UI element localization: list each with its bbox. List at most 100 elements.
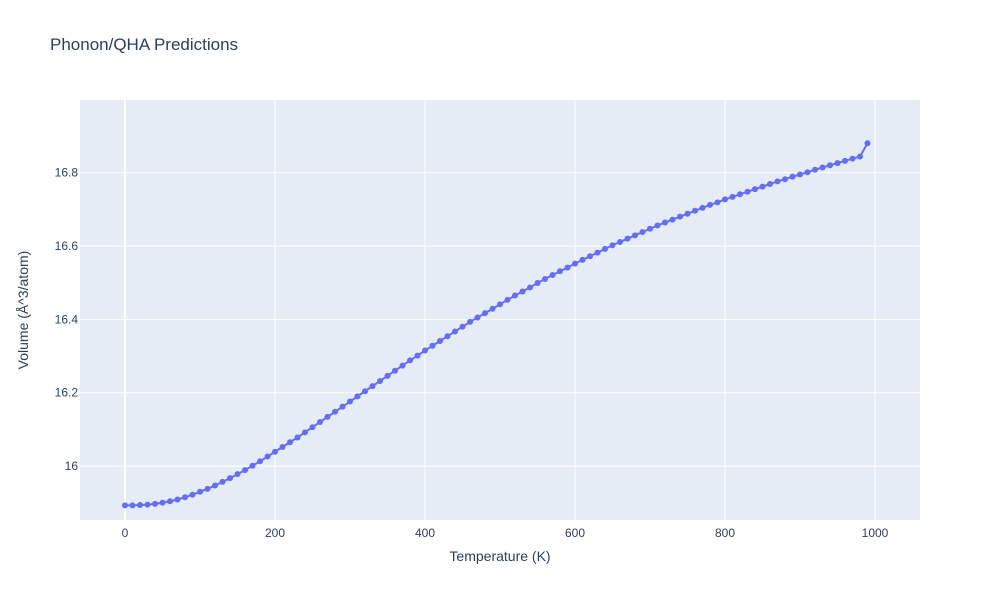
data-point[interactable] xyxy=(647,225,653,232)
data-point[interactable] xyxy=(752,186,758,193)
data-point[interactable] xyxy=(354,393,361,400)
data-point[interactable] xyxy=(452,328,458,335)
data-point[interactable] xyxy=(834,160,841,167)
data-point[interactable] xyxy=(204,485,211,492)
data-point[interactable] xyxy=(467,318,473,325)
data-point[interactable] xyxy=(587,253,593,260)
data-point[interactable] xyxy=(804,169,811,176)
data-point[interactable] xyxy=(579,256,586,263)
data-point[interactable] xyxy=(384,372,391,379)
data-point[interactable] xyxy=(714,199,721,206)
data-point[interactable] xyxy=(234,471,241,478)
data-point[interactable] xyxy=(842,157,848,164)
data-point[interactable] xyxy=(144,501,151,508)
data-point[interactable] xyxy=(279,444,286,451)
data-point[interactable] xyxy=(159,499,166,506)
data-point[interactable] xyxy=(182,494,188,501)
data-point[interactable] xyxy=(729,193,736,200)
data-point[interactable] xyxy=(654,222,661,229)
data-point[interactable] xyxy=(249,462,256,469)
data-point[interactable] xyxy=(437,337,443,344)
data-point[interactable] xyxy=(362,388,368,395)
data-point[interactable] xyxy=(849,155,856,162)
data-point[interactable] xyxy=(774,178,781,185)
data-point[interactable] xyxy=(767,181,773,187)
data-point[interactable] xyxy=(617,238,623,245)
data-point[interactable] xyxy=(324,413,331,420)
data-point[interactable] xyxy=(317,419,323,426)
data-point[interactable] xyxy=(167,498,173,505)
data-point[interactable] xyxy=(864,140,871,147)
data-point[interactable] xyxy=(459,323,466,330)
data-point[interactable] xyxy=(542,276,548,283)
data-point[interactable] xyxy=(309,424,316,431)
data-point[interactable] xyxy=(302,429,308,436)
data-point[interactable] xyxy=(137,501,143,508)
data-point[interactable] xyxy=(624,235,631,242)
data-point[interactable] xyxy=(152,500,158,507)
data-point[interactable] xyxy=(219,478,226,485)
data-point[interactable] xyxy=(129,502,136,509)
data-point[interactable] xyxy=(692,207,698,214)
data-point[interactable] xyxy=(534,280,541,287)
data-point[interactable] xyxy=(812,166,818,173)
data-point[interactable] xyxy=(482,310,488,317)
data-point[interactable] xyxy=(632,232,638,239)
data-point[interactable] xyxy=(474,314,481,321)
data-point[interactable] xyxy=(519,288,526,295)
data-point[interactable] xyxy=(347,398,353,405)
data-point[interactable] xyxy=(572,260,578,267)
data-point[interactable] xyxy=(797,171,803,178)
data-point[interactable] xyxy=(602,245,608,252)
data-point[interactable] xyxy=(744,188,751,195)
data-point[interactable] xyxy=(489,305,496,312)
data-point[interactable] xyxy=(722,196,728,203)
data-point[interactable] xyxy=(242,467,248,474)
data-point[interactable] xyxy=(369,383,376,390)
data-point[interactable] xyxy=(819,164,826,171)
data-point[interactable] xyxy=(392,367,398,374)
data-point[interactable] xyxy=(174,496,181,503)
data-point[interactable] xyxy=(564,264,571,271)
data-point[interactable] xyxy=(737,191,743,198)
data-point[interactable] xyxy=(339,403,346,410)
data-point[interactable] xyxy=(444,333,451,340)
data-point[interactable] xyxy=(497,301,503,308)
data-point[interactable] xyxy=(227,475,233,482)
data-point[interactable] xyxy=(677,213,683,220)
data-point[interactable] xyxy=(414,352,421,359)
data-point[interactable] xyxy=(122,502,128,509)
data-point[interactable] xyxy=(857,153,863,160)
data-point[interactable] xyxy=(662,219,668,226)
data-point[interactable] xyxy=(189,491,196,498)
data-point[interactable] xyxy=(789,173,796,180)
data-point[interactable] xyxy=(294,434,301,441)
data-point[interactable] xyxy=(684,210,691,217)
data-point[interactable] xyxy=(707,201,713,208)
data-point[interactable] xyxy=(782,176,788,183)
data-point[interactable] xyxy=(557,268,563,275)
data-point[interactable] xyxy=(377,377,383,384)
data-point[interactable] xyxy=(594,249,601,256)
data-point[interactable] xyxy=(429,342,436,349)
data-point[interactable] xyxy=(639,229,646,236)
data-point[interactable] xyxy=(504,296,511,303)
data-point[interactable] xyxy=(609,242,616,249)
data-point[interactable] xyxy=(287,439,293,446)
data-point[interactable] xyxy=(399,362,406,369)
data-point[interactable] xyxy=(257,458,263,465)
data-point[interactable] xyxy=(759,183,766,190)
data-point[interactable] xyxy=(264,453,271,460)
data-point[interactable] xyxy=(699,204,706,211)
data-point[interactable] xyxy=(527,284,533,291)
data-point[interactable] xyxy=(512,292,518,299)
data-point[interactable] xyxy=(332,408,338,415)
data-point[interactable] xyxy=(549,271,556,278)
data-point[interactable] xyxy=(422,347,428,354)
data-point[interactable] xyxy=(827,162,833,169)
data-point[interactable] xyxy=(669,216,676,223)
data-point[interactable] xyxy=(272,448,278,455)
data-point[interactable] xyxy=(212,482,218,489)
data-point[interactable] xyxy=(407,357,413,364)
data-point[interactable] xyxy=(197,488,203,495)
